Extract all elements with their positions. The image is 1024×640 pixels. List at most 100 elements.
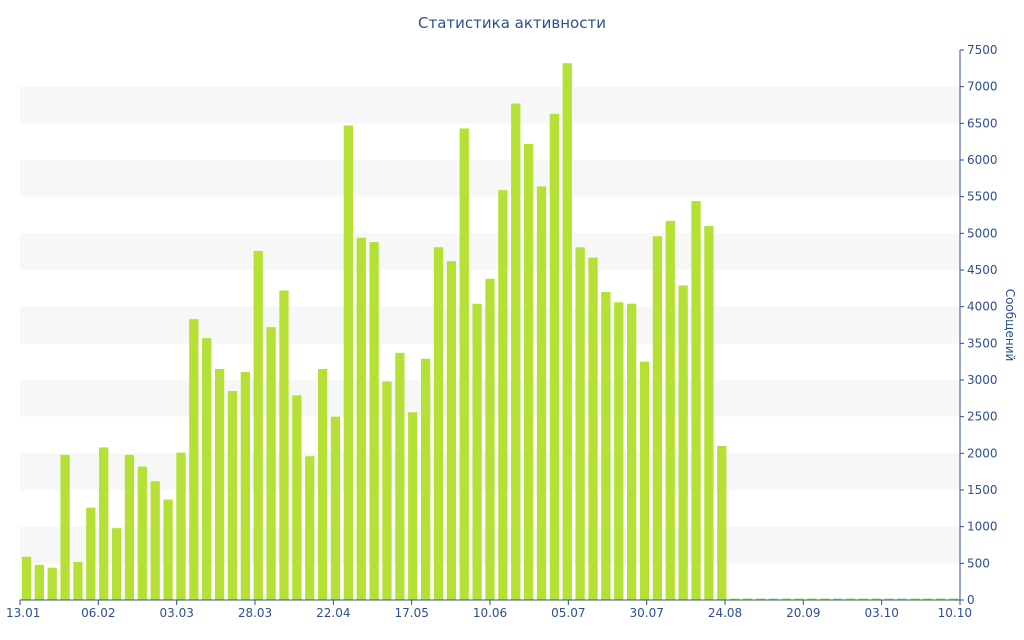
bar[interactable] — [730, 598, 740, 600]
bar[interactable] — [408, 412, 418, 600]
bar[interactable] — [279, 290, 289, 600]
y-tick-label: 6000 — [967, 153, 998, 167]
bar[interactable] — [652, 236, 663, 600]
bar[interactable] — [768, 598, 778, 600]
bar[interactable] — [240, 371, 250, 600]
bar[interactable] — [485, 278, 495, 600]
bar[interactable] — [523, 143, 534, 600]
bar[interactable] — [21, 556, 32, 600]
x-tick-label: 05.07 — [551, 606, 585, 620]
bar[interactable] — [446, 261, 457, 600]
bar[interactable] — [60, 454, 70, 600]
bar[interactable] — [382, 381, 392, 600]
x-tick-label: 30.07 — [629, 606, 663, 620]
bar[interactable] — [124, 454, 135, 600]
bar[interactable] — [343, 125, 353, 601]
bar[interactable] — [420, 358, 431, 600]
bar[interactable] — [305, 456, 315, 600]
x-tick-label: 17.05 — [394, 606, 428, 620]
bar[interactable] — [742, 598, 753, 600]
bar[interactable] — [936, 598, 946, 600]
bar[interactable] — [137, 466, 147, 600]
bar[interactable] — [897, 598, 907, 600]
bar[interactable] — [163, 499, 173, 600]
bar[interactable] — [755, 598, 766, 600]
bar[interactable] — [858, 598, 869, 600]
bar[interactable] — [111, 528, 122, 600]
y-axis-title: Сообщений — [1003, 289, 1017, 362]
chart-title: Статистика активности — [418, 14, 606, 32]
y-tick-label: 7000 — [967, 80, 998, 94]
bar[interactable] — [614, 302, 624, 600]
bar[interactable] — [781, 598, 791, 600]
bar[interactable] — [923, 598, 933, 600]
bar[interactable] — [317, 369, 328, 600]
bar[interactable] — [253, 250, 263, 600]
bar[interactable] — [691, 201, 701, 601]
bar[interactable] — [536, 186, 547, 600]
grid-band — [20, 160, 960, 197]
bar[interactable] — [214, 369, 225, 600]
bar[interactable] — [227, 391, 238, 600]
bar[interactable] — [871, 598, 881, 600]
bar[interactable] — [948, 598, 959, 600]
y-tick-label: 0 — [967, 593, 975, 607]
bar[interactable] — [202, 338, 212, 600]
bar[interactable] — [292, 395, 302, 600]
grid-band — [20, 233, 960, 270]
bar[interactable] — [562, 63, 572, 600]
y-tick-label: 3500 — [967, 336, 998, 350]
bar[interactable] — [189, 319, 199, 600]
bar[interactable] — [99, 447, 109, 600]
bar[interactable] — [266, 327, 276, 600]
bar[interactable] — [176, 452, 186, 600]
y-tick-label: 2000 — [967, 446, 998, 460]
bar[interactable] — [459, 128, 469, 600]
bar[interactable] — [86, 507, 96, 600]
y-tick-label: 1000 — [967, 520, 998, 534]
bar[interactable] — [395, 352, 405, 600]
bar[interactable] — [601, 292, 611, 600]
x-tick-label: 22.04 — [316, 606, 350, 620]
bar[interactable] — [704, 226, 714, 600]
y-tick-label: 500 — [967, 556, 990, 570]
x-tick-label: 13.01 — [6, 606, 40, 620]
bar[interactable] — [356, 237, 366, 600]
grid-band — [20, 86, 960, 124]
bar[interactable] — [588, 257, 598, 600]
bar[interactable] — [433, 247, 444, 600]
bar[interactable] — [845, 598, 856, 600]
x-tick-label: 20.09 — [786, 606, 820, 620]
x-tick-label: 03.10 — [864, 606, 898, 620]
bar[interactable] — [34, 564, 44, 600]
bar[interactable] — [665, 220, 675, 600]
bar[interactable] — [794, 598, 804, 600]
bar[interactable] — [47, 567, 57, 600]
bar[interactable] — [627, 303, 637, 600]
bar[interactable] — [717, 446, 727, 600]
bar[interactable] — [833, 598, 843, 600]
bar[interactable] — [884, 598, 894, 600]
bar[interactable] — [150, 481, 160, 600]
bar[interactable] — [807, 598, 817, 600]
x-tick-label: 06.02 — [81, 606, 115, 620]
bar[interactable] — [498, 190, 508, 601]
y-tick-label: 1500 — [967, 483, 998, 497]
y-tick-label: 7500 — [967, 43, 998, 57]
y-tick-label: 5500 — [967, 190, 998, 204]
x-tick-label: 10.10 — [938, 606, 972, 620]
bar[interactable] — [369, 242, 379, 600]
bar[interactable] — [330, 416, 341, 600]
y-tick-label: 4000 — [967, 300, 998, 314]
x-tick-label: 28.03 — [238, 606, 272, 620]
bar[interactable] — [73, 561, 83, 600]
bar[interactable] — [549, 113, 560, 601]
bar[interactable] — [678, 285, 688, 600]
bar[interactable] — [910, 598, 920, 600]
bar[interactable] — [575, 247, 585, 600]
bar[interactable] — [639, 361, 650, 600]
bar[interactable] — [820, 598, 830, 600]
bar[interactable] — [511, 103, 521, 601]
bar[interactable] — [472, 303, 482, 600]
